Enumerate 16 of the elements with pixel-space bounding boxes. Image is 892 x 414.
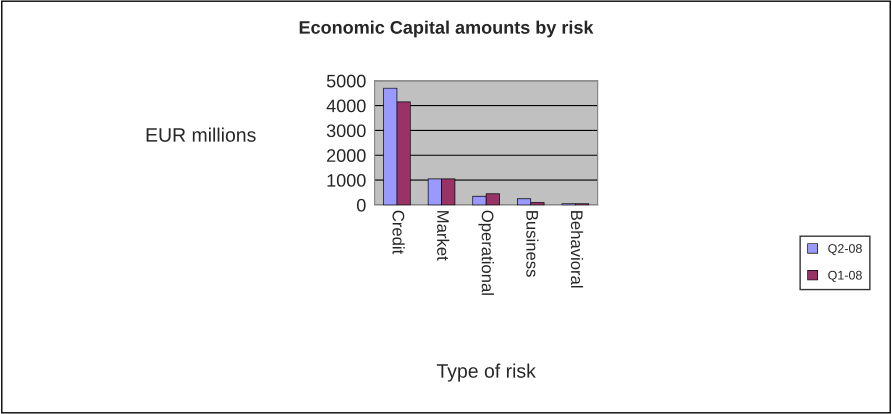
y-tick-label: 3000: [326, 124, 366, 138]
x-tick-label: Credit: [392, 210, 405, 254]
x-tick-label: Business: [526, 211, 539, 277]
y-tick-label: 0: [356, 198, 366, 212]
y-tick-label: 5000: [326, 74, 366, 88]
y-axis-title: EUR millions: [146, 128, 256, 142]
x-axis-title: Type of risk: [436, 364, 536, 382]
x-tick-label: Market: [437, 211, 450, 261]
y-tick-label: 4000: [326, 100, 366, 112]
x-tick-label: Behavioral: [570, 211, 584, 288]
legend-label: Q1-08: [828, 270, 862, 282]
y-tick-label: 2000: [327, 149, 366, 162]
y-tick-label: 1000: [328, 174, 366, 187]
x-tick-label: Operational: [478, 210, 494, 295]
chart-title: Economic Capital amounts by risk: [300, 20, 594, 38]
legend-label: Q2-08: [828, 244, 862, 256]
